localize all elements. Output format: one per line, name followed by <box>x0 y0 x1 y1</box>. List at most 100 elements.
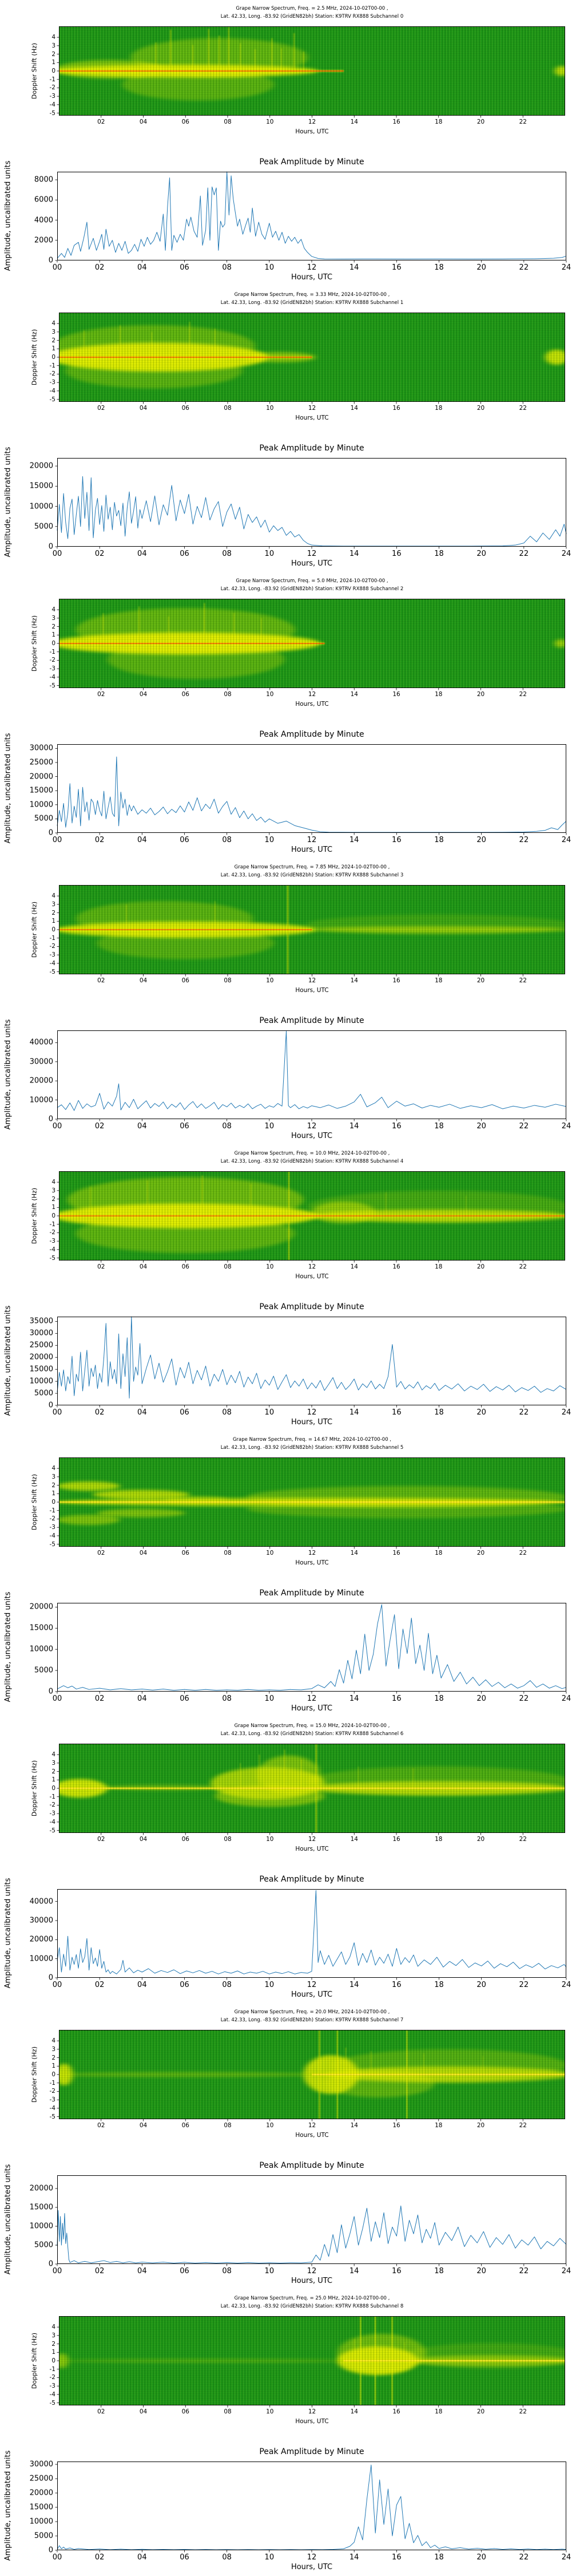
spectral-streak <box>204 603 205 643</box>
spectrogram-x-ticks: 02 04 06 08 10 12 14 16 18 20 22 <box>59 2122 565 2129</box>
spectrogram-x-tick-label: 18 <box>435 2408 443 2415</box>
amplitude-y-tick-label: 0 <box>48 2546 53 2555</box>
spectrogram-y-tick-label: -1 <box>49 1793 55 1800</box>
spectrogram-image <box>57 1744 565 1835</box>
amplitude-x-tick-label: 20 <box>476 550 486 558</box>
spectrogram-y-tick-label: 1 <box>51 631 55 639</box>
spectrogram-title-line2: Lat. 42.33, Long. -83.92 (GridEN82bh) St… <box>220 1159 404 1164</box>
spectrogram-y-tick-label: -2 <box>49 1801 55 1809</box>
amplitude-x-tick-label: 04 <box>137 550 147 558</box>
amplitude-y-tick-label: 30000 <box>29 744 53 753</box>
spectrogram-y-tick-label: -4 <box>49 1532 55 1539</box>
spectrogram-x-tick-label: 04 <box>139 691 148 698</box>
spectrogram-title-line1: Grape Narrow Spectrum, Freq. = 3.33 MHz,… <box>234 292 390 298</box>
amplitude-y-tick-label: 0 <box>48 256 53 265</box>
amplitude-x-tick-label: 18 <box>434 550 444 558</box>
spectral-streak <box>146 1180 148 1216</box>
spectrogram-y-tick-label: 1 <box>51 59 55 66</box>
spectrogram-x-tick-label: 08 <box>224 1836 232 1843</box>
spectrogram-y-tick-label: -2 <box>49 943 55 950</box>
spectrogram-x-tick-label: 16 <box>392 1550 400 1556</box>
spectrogram-title: Grape Narrow Spectrum, Freq. = 10.0 MHz,… <box>59 1149 565 1165</box>
amplitude-x-tick-label: 22 <box>519 1122 529 1131</box>
amplitude-y-ticks: 0 5000 10000 15000 20000 <box>0 1603 53 1696</box>
amplitude-y-tick-label: 15000 <box>29 786 53 795</box>
amplitude-x-tick-label: 22 <box>519 1408 529 1417</box>
spectrogram-x-tick-label: 06 <box>181 2122 189 2129</box>
spectral-streak <box>250 1184 252 1216</box>
spectrogram-y-tick-label: 0 <box>51 2071 55 2078</box>
spectrogram-x-tick-label: 06 <box>181 1836 189 1843</box>
amplitude-plot-area <box>55 1316 567 1408</box>
spectrogram-y-tick-label: -4 <box>49 1246 55 1253</box>
spectral-streak <box>233 613 235 643</box>
spectrogram-y-tick-label: -1 <box>49 648 55 655</box>
spectrogram-y-tick-label: -1 <box>49 1507 55 1514</box>
spectrogram-y-tick-label: 0 <box>51 1212 55 1219</box>
amplitude-x-tick-label: 02 <box>94 1408 105 1417</box>
amplitude-x-tick-label: 14 <box>349 1694 359 1703</box>
spectrogram-x-tick-label: 10 <box>266 118 274 125</box>
amplitude-y-tick-label: 10000 <box>29 800 53 809</box>
spectrogram-x-tick-label: 10 <box>266 405 274 412</box>
spectrogram-y-tick-label: 2 <box>51 1195 55 1203</box>
spectrogram-x-tick-label: 22 <box>519 2408 527 2415</box>
spectrogram-x-tick-label: 14 <box>350 1836 358 1843</box>
amplitude-x-tick-label: 06 <box>180 1408 189 1417</box>
spectral-streak <box>465 1195 467 1216</box>
spectrogram-x-tick-label: 06 <box>181 977 189 984</box>
amplitude-y-tick-label: 20000 <box>29 1353 53 1362</box>
spectrogram-title: Grape Narrow Spectrum, Freq. = 20.0 MHz,… <box>59 2008 565 2024</box>
amplitude-x-tick-label: 10 <box>264 1408 275 1417</box>
amplitude-x-tick-label: 00 <box>52 550 62 558</box>
spectrogram-y-tick-label: -2 <box>49 1515 55 1523</box>
amplitude-x-tick-label: 06 <box>180 2267 189 2275</box>
spectrogram-y-tick-label: 3 <box>51 2332 55 2339</box>
spectrogram-plot-area <box>57 1171 565 1263</box>
amplitude-x-tick-label: 00 <box>52 1408 62 1417</box>
spectrogram-image <box>57 1457 565 1549</box>
spectral-streak <box>192 45 194 71</box>
spectrogram-x-tick-label: 20 <box>476 2408 485 2415</box>
spectral-activity-blob <box>107 640 285 679</box>
spectrogram-x-tick-label: 04 <box>139 405 148 412</box>
spectrogram-y-ticks: 4 3 2 1 0 -1 -2 -3 -4 -5 <box>0 2030 55 2120</box>
spectrogram-y-tick-label: 4 <box>51 892 55 900</box>
spectral-activity-blob <box>76 900 253 937</box>
amplitude-x-tick-label: 18 <box>434 1981 444 1989</box>
spectrogram-y-tick-label: -4 <box>49 2391 55 2398</box>
amplitude-x-tick-label: 24 <box>561 1408 571 1417</box>
amplitude-x-tick-label: 14 <box>349 2553 359 2562</box>
amplitude-x-tick-label: 12 <box>307 263 317 272</box>
amplitude-x-tick-label: 22 <box>519 263 529 272</box>
spectrogram-y-tick-label: -3 <box>49 93 55 100</box>
spectral-streak <box>404 2342 406 2361</box>
spectrogram-y-tick-label: 3 <box>51 614 55 622</box>
spectrogram-x-tick-label: 06 <box>181 691 189 698</box>
amplitude-x-tick-label: 12 <box>307 836 317 844</box>
spectral-streak <box>151 331 153 357</box>
spectrogram-plot-area <box>57 2030 565 2121</box>
spectrogram-title-line1: Grape Narrow Spectrum, Freq. = 15.0 MHz,… <box>234 1723 390 1729</box>
amplitude-x-ticks: 00 02 04 06 08 10 12 14 16 18 20 22 24 <box>53 550 571 558</box>
spectral-activity-blob <box>554 639 565 648</box>
amplitude-y-tick-label: 20000 <box>29 1935 53 1944</box>
spectrogram-x-tick-label: 02 <box>97 2408 105 2415</box>
spectrogram-x-tick-label: 22 <box>519 977 527 984</box>
spectral-streak <box>353 2338 355 2361</box>
amplitude-y-tick-label: 25000 <box>29 1341 53 1350</box>
spectrogram-y-tick-label: 1 <box>51 2063 55 2070</box>
amplitude-x-tick-label: 06 <box>180 550 189 558</box>
subchannel-section-8: Grape Narrow Spectrum, Freq. = 25.0 MHz,… <box>0 2290 572 2576</box>
spectrogram-y-tick-label: -2 <box>49 1229 55 1236</box>
amplitude-x-tick-label: 16 <box>392 1122 402 1131</box>
spectrogram-y-tick-label: 4 <box>51 320 55 327</box>
amplitude-y-tick-label: 25000 <box>29 2474 53 2483</box>
amplitude-x-tick-label: 18 <box>434 263 444 272</box>
amplitude-x-ticks: 00 02 04 06 08 10 12 14 16 18 20 22 24 <box>53 836 571 844</box>
spectral-streak <box>155 42 157 71</box>
spectrogram-x-tick-label: 22 <box>519 2122 527 2129</box>
amplitude-x-tick-label: 02 <box>94 263 105 272</box>
spectrogram-x-tick-label: 12 <box>308 405 316 412</box>
spectrogram-x-ticks: 02 04 06 08 10 12 14 16 18 20 22 <box>59 691 565 698</box>
